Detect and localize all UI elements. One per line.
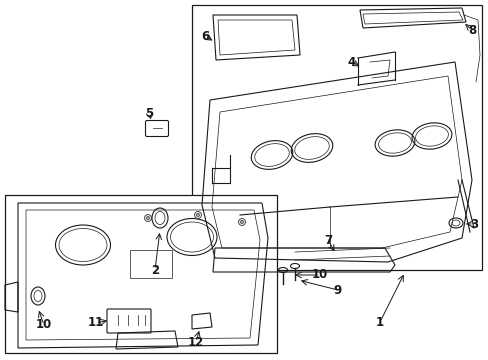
Text: 10: 10 <box>311 269 327 282</box>
Text: 11: 11 <box>88 316 104 329</box>
Ellipse shape <box>240 220 243 224</box>
Bar <box>5 195 276 353</box>
Text: 6: 6 <box>201 30 209 42</box>
Bar <box>130 250 172 278</box>
Ellipse shape <box>146 216 149 220</box>
Text: 10: 10 <box>36 319 52 332</box>
Text: 7: 7 <box>323 234 331 247</box>
Ellipse shape <box>196 213 199 216</box>
Text: 2: 2 <box>151 264 159 276</box>
Text: 4: 4 <box>347 55 355 68</box>
Text: 9: 9 <box>333 284 342 297</box>
Ellipse shape <box>194 212 201 219</box>
Bar <box>192 5 481 270</box>
Ellipse shape <box>144 215 151 221</box>
Ellipse shape <box>238 219 245 225</box>
Text: 1: 1 <box>375 315 383 328</box>
Text: 12: 12 <box>187 336 203 348</box>
Text: 5: 5 <box>144 107 153 120</box>
Text: 3: 3 <box>469 217 477 230</box>
Text: 8: 8 <box>467 23 475 36</box>
